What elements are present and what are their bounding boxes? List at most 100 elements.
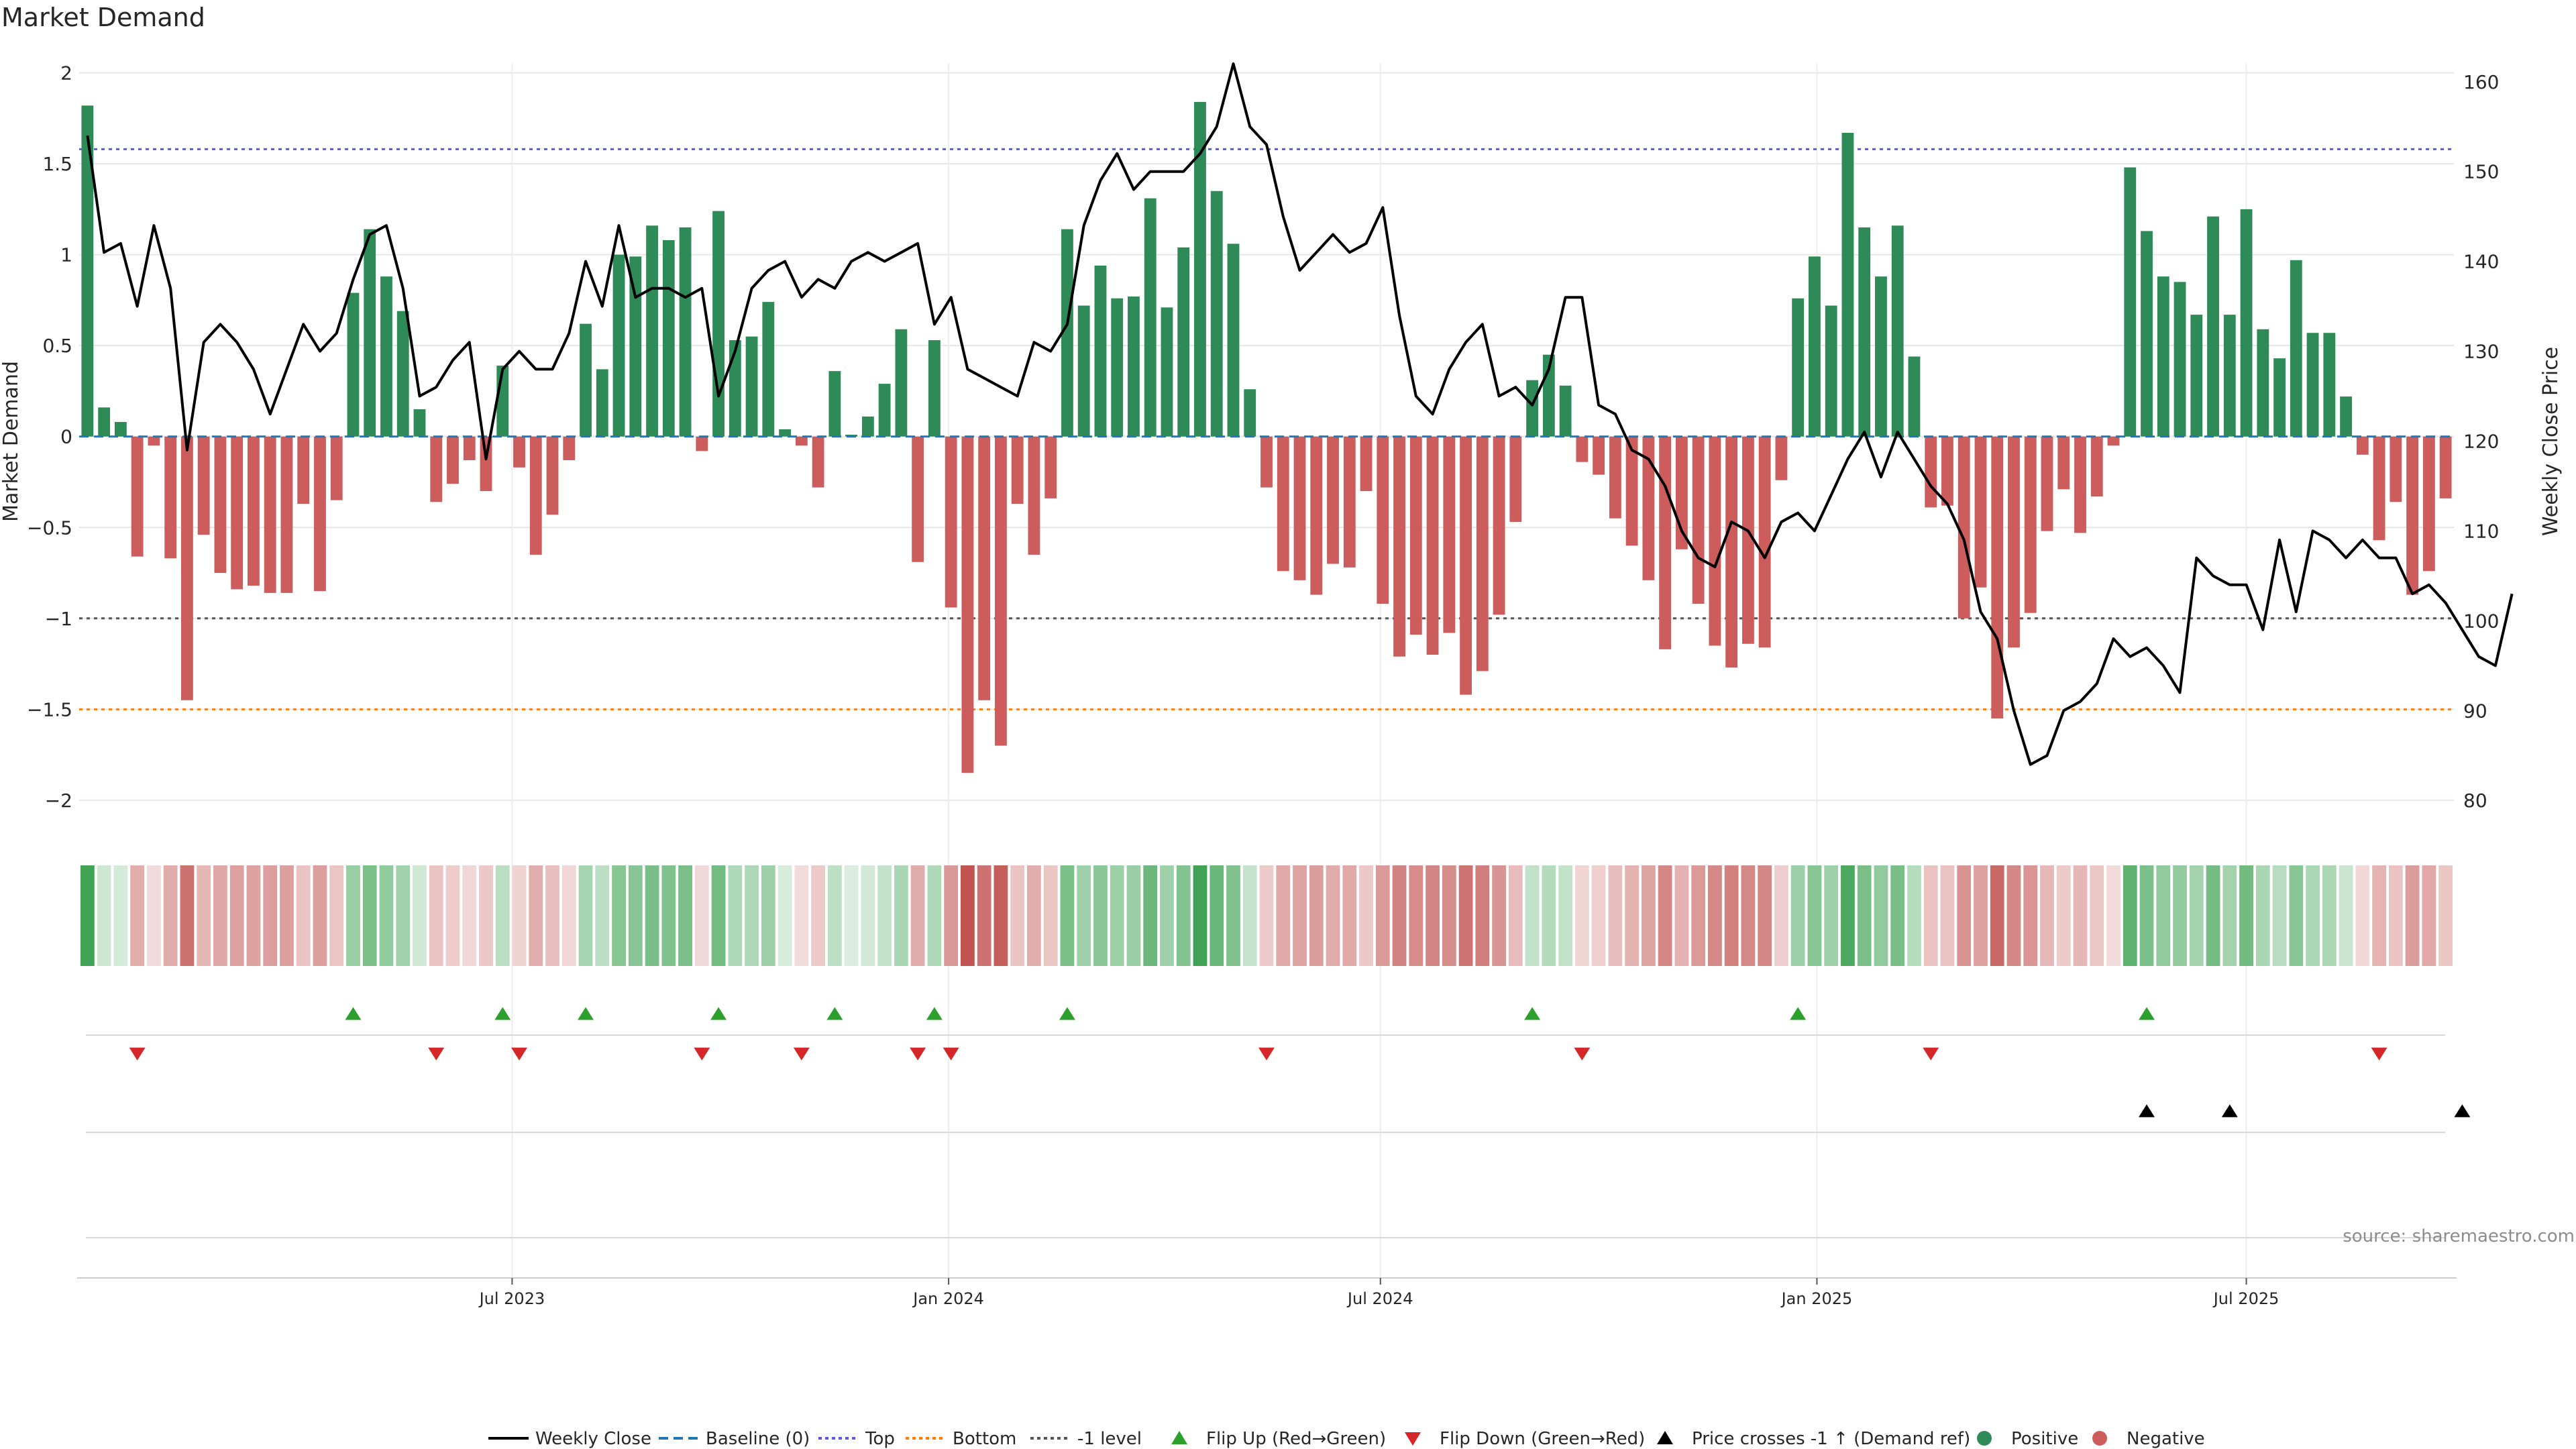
heat-strip-cell (1824, 865, 1839, 966)
demand-bar (1858, 227, 1871, 437)
legend-label: Top (865, 1429, 895, 1449)
flip-up-marker (1790, 1007, 1807, 1020)
heat-strip-cell (645, 865, 659, 966)
x-tick-label: Jan 2025 (1780, 1289, 1853, 1308)
legend-label: Flip Up (Red→Green) (1206, 1429, 1386, 1449)
demand-bar (2323, 333, 2336, 437)
demand-bar (2207, 216, 2219, 437)
heat-strip-cell (1841, 865, 1855, 966)
heat-strip-cell (346, 865, 360, 966)
heat-strip-cell (745, 865, 759, 966)
y-right-tick-label: 120 (2463, 431, 2499, 453)
heat-strip-cell (462, 865, 477, 966)
heat-strip-cell (1542, 865, 1556, 966)
heat-strip-cell (1492, 865, 1506, 966)
demand-bar (1559, 385, 1572, 437)
heat-strip-cell (1724, 865, 1739, 966)
demand-bar (580, 323, 592, 437)
demand-bar (214, 436, 227, 574)
demand-bar (2356, 436, 2369, 455)
y-left-axis-label: Market Demand (0, 361, 23, 522)
flip-up-marker (1059, 1007, 1075, 1020)
flip-down-marker (428, 1047, 445, 1061)
heat-strip-cell (1293, 865, 1307, 966)
demand-bar (2240, 209, 2253, 437)
heat-strip-cell (861, 865, 875, 966)
heat-strip-cell (894, 865, 908, 966)
demand-bar (231, 436, 244, 590)
heat-strip-cell (2023, 865, 2038, 966)
demand-bar (297, 436, 310, 504)
demand-bar (2090, 436, 2103, 497)
heat-strip-cell (2255, 865, 2270, 966)
heat-strip-cell (811, 865, 826, 966)
heat-strip-cell (396, 865, 411, 966)
demand-bar (779, 429, 792, 437)
heat-strip-cell (1077, 865, 1091, 966)
heat-strip-cell (545, 865, 559, 966)
heat-strip-cell (1940, 865, 1955, 966)
heat-strip-cell (1957, 865, 1972, 966)
heat-strip-cell (2090, 865, 2104, 966)
demand-bar (396, 311, 409, 437)
heat-strip-cell (2355, 865, 2370, 966)
heat-strip-cell (1027, 865, 1041, 966)
demand-bar (364, 229, 376, 437)
demand-bar (1409, 436, 1422, 635)
x-tick-label: Jan 2024 (912, 1289, 984, 1308)
demand-bar (1144, 198, 1157, 437)
heat-strip-cell (2272, 865, 2287, 966)
demand-bar (662, 239, 675, 437)
demand-bar (729, 340, 741, 437)
heat-strip-cell (1525, 865, 1540, 966)
y-left-tick-label: 2 (60, 62, 72, 85)
demand-bar (1343, 436, 1356, 568)
heat-strip-cell (280, 865, 294, 966)
legend-label: Baseline (0) (706, 1429, 810, 1449)
heat-strip-cell (2388, 865, 2403, 966)
heat-strip-cell (1890, 865, 1905, 966)
demand-bar (679, 227, 692, 437)
flip-down-marker (2371, 1047, 2387, 1061)
demand-bar (1044, 436, 1057, 498)
heat-strip-cell (794, 865, 809, 966)
heat-strip-cell (2438, 865, 2453, 966)
heat-strip-cell (362, 865, 377, 966)
demand-bar (330, 436, 343, 500)
heat-strip-cell (1309, 865, 1324, 966)
x-tick-label: Jul 2024 (1346, 1289, 1413, 1308)
y-left-tick-label: 0.5 (42, 335, 72, 357)
heat-strip-cell (1558, 865, 1572, 966)
heat-strip-cell (1442, 865, 1456, 966)
heat-strip-cell (777, 865, 792, 966)
demand-bar (2057, 436, 2070, 490)
heat-strip-cell (445, 865, 460, 966)
demand-bar (81, 105, 94, 437)
heat-strip-cell (1974, 865, 1988, 966)
heat-strip-cell (246, 865, 261, 966)
weekly-close-line (86, 62, 2514, 766)
heat-strip-cell (561, 865, 576, 966)
heat-strip-cell (296, 865, 311, 966)
flip-up-marker (710, 1007, 727, 1020)
flip-down-marker (129, 1047, 146, 1061)
demand-bar (430, 436, 443, 502)
demand-bar (447, 436, 459, 484)
demand-bar (612, 254, 625, 437)
demand-bar (1642, 436, 1655, 580)
demand-bar (1426, 436, 1439, 655)
heat-strip-cell (97, 865, 111, 966)
demand-bar (2107, 436, 2120, 446)
chart-title: Market Demand (1, 3, 205, 32)
demand-bar (280, 436, 293, 593)
x-tick-label: Jul 2025 (2212, 1289, 2279, 1308)
demand-bar (513, 436, 525, 468)
heat-strip-cell (529, 865, 543, 966)
demand-bar (1028, 436, 1040, 555)
demand-bar (1509, 436, 1522, 523)
flip-down-marker (943, 1047, 959, 1061)
heat-strip-cell (2306, 865, 2320, 966)
heat-strip-cell (2322, 865, 2337, 966)
heat-strip-cell (994, 865, 1008, 966)
heat-strip-cell (761, 865, 775, 966)
